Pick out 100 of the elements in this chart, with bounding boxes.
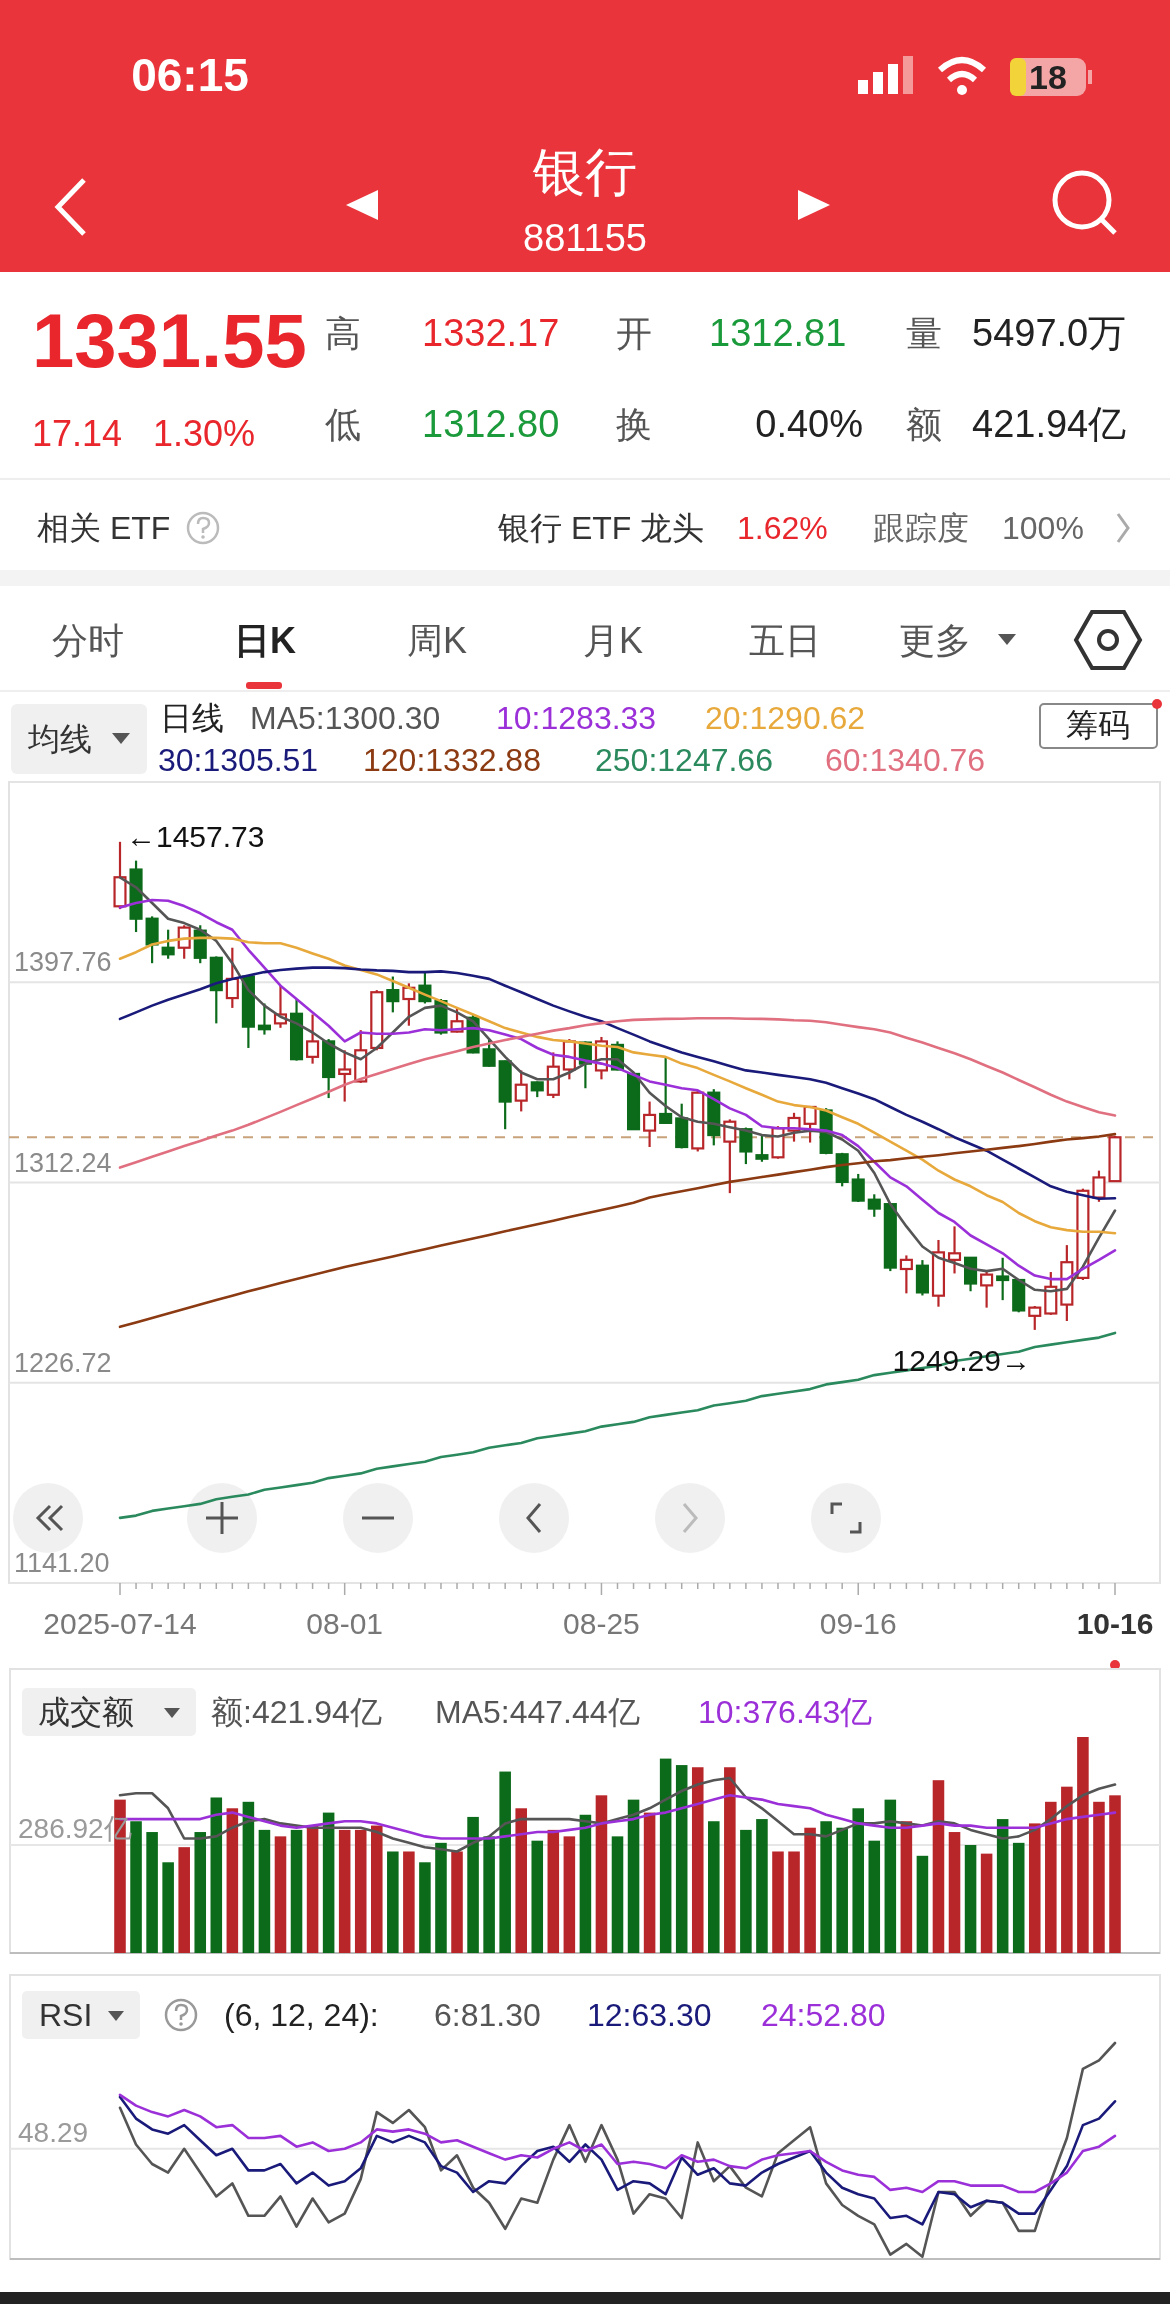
text: 分时 bbox=[52, 619, 124, 661]
text: 五日 bbox=[749, 619, 821, 661]
bar bbox=[451, 1851, 463, 1953]
bar bbox=[643, 1812, 656, 1953]
text: 18 bbox=[1029, 58, 1067, 96]
bar bbox=[258, 1829, 271, 1953]
text: 均线 bbox=[27, 721, 92, 757]
bar bbox=[242, 1801, 255, 1953]
text: MA5:1300.30 bbox=[250, 700, 441, 736]
bar bbox=[1093, 1801, 1105, 1953]
bar bbox=[916, 1855, 929, 1953]
bar bbox=[547, 1829, 560, 1953]
text: 60:1340.76 bbox=[825, 742, 986, 778]
bar bbox=[1061, 1786, 1073, 1953]
text: 筹码 bbox=[1066, 707, 1130, 743]
bar bbox=[900, 1821, 913, 1953]
bar bbox=[659, 1758, 672, 1953]
text: 额 bbox=[906, 403, 942, 445]
bar bbox=[130, 1821, 142, 1953]
bar bbox=[146, 1832, 158, 1953]
bar bbox=[675, 1765, 688, 1953]
bar bbox=[980, 1853, 993, 1953]
bar bbox=[948, 1832, 961, 1953]
bar bbox=[563, 1836, 576, 1953]
bar bbox=[419, 1862, 431, 1953]
bar bbox=[1077, 1737, 1089, 1953]
text: 跟踪度 bbox=[873, 510, 969, 546]
text: 1.62% bbox=[737, 510, 828, 546]
bar bbox=[740, 1829, 752, 1953]
bar bbox=[483, 1836, 495, 1953]
x-tick-label: 09-16 bbox=[819, 1606, 897, 1640]
text: 250:1247.66 bbox=[595, 742, 773, 778]
bar bbox=[868, 1840, 881, 1953]
bar bbox=[627, 1799, 640, 1953]
text: 高 bbox=[325, 312, 361, 354]
text: 24:52.80 bbox=[761, 1997, 886, 2033]
bar bbox=[932, 1780, 945, 1953]
bar bbox=[964, 1845, 977, 1953]
x-tick-label: 2025-07-14 bbox=[43, 1606, 197, 1640]
x-tick-label: 10-16 bbox=[1076, 1606, 1154, 1640]
text: 量 bbox=[906, 312, 942, 354]
bar bbox=[1028, 1823, 1041, 1953]
bar bbox=[820, 1821, 832, 1953]
text: 421.94亿 bbox=[972, 403, 1127, 445]
bar bbox=[804, 1827, 816, 1953]
text: 881155 bbox=[523, 217, 647, 259]
x-tick-label: 08-01 bbox=[306, 1606, 384, 1640]
bar bbox=[338, 1829, 351, 1953]
bar bbox=[579, 1814, 592, 1953]
text: 48.29 bbox=[18, 2116, 89, 2148]
bar bbox=[306, 1825, 319, 1953]
bar bbox=[210, 1797, 223, 1953]
bar bbox=[611, 1836, 624, 1953]
text: 100% bbox=[1002, 510, 1084, 546]
bar bbox=[435, 1842, 447, 1953]
text: 低 bbox=[325, 403, 361, 445]
text: 1.30% bbox=[153, 412, 256, 454]
bar bbox=[226, 1808, 239, 1953]
text: 1312.81 bbox=[709, 312, 847, 354]
text: 0.40% bbox=[755, 403, 863, 445]
text: 10:1283.33 bbox=[496, 700, 657, 736]
bar bbox=[178, 1847, 190, 1953]
text: (6, 12, 24): bbox=[224, 1997, 379, 2033]
bar bbox=[194, 1832, 207, 1953]
text: RSI bbox=[39, 1997, 93, 2033]
text: 换 bbox=[616, 403, 652, 445]
text: 成交额 bbox=[38, 1694, 134, 1730]
text: 周K bbox=[406, 619, 468, 661]
text: 日K bbox=[234, 619, 296, 661]
y-tick-label: 1141.20 bbox=[14, 1548, 110, 1578]
y-tick-label: 1226.72 bbox=[14, 1347, 112, 1378]
text: 30:1305.51 bbox=[158, 742, 319, 778]
bar bbox=[1045, 1801, 1057, 1953]
bar bbox=[387, 1851, 399, 1953]
text: 开 bbox=[616, 312, 652, 354]
text: 银行 ETF 龙头 bbox=[497, 510, 705, 546]
annotation: ←1457.73 bbox=[126, 819, 265, 853]
text: 17.14 bbox=[32, 412, 123, 454]
bar bbox=[274, 1836, 287, 1953]
bar bbox=[724, 1767, 736, 1953]
bar bbox=[852, 1808, 864, 1953]
text: 相关 ETF bbox=[37, 510, 171, 546]
text: 1312.80 bbox=[422, 403, 560, 445]
annotation: 286.92亿 bbox=[18, 1812, 132, 1844]
bar bbox=[772, 1851, 784, 1953]
text: 月K bbox=[582, 619, 644, 661]
bar bbox=[515, 1808, 527, 1953]
bar bbox=[290, 1829, 303, 1953]
bar bbox=[371, 1825, 383, 1953]
text: 日线 bbox=[160, 700, 224, 736]
text: 银行 bbox=[532, 143, 637, 201]
bar bbox=[162, 1862, 174, 1953]
bar bbox=[531, 1840, 544, 1953]
text: 120:1332.88 bbox=[363, 742, 541, 778]
text: MA5:447.44亿 bbox=[435, 1694, 640, 1730]
bar bbox=[354, 1829, 367, 1953]
text: 额:421.94亿 bbox=[211, 1694, 382, 1730]
bar bbox=[788, 1851, 800, 1953]
bar bbox=[499, 1771, 511, 1953]
y-tick-label: 1397.76 bbox=[14, 947, 112, 978]
